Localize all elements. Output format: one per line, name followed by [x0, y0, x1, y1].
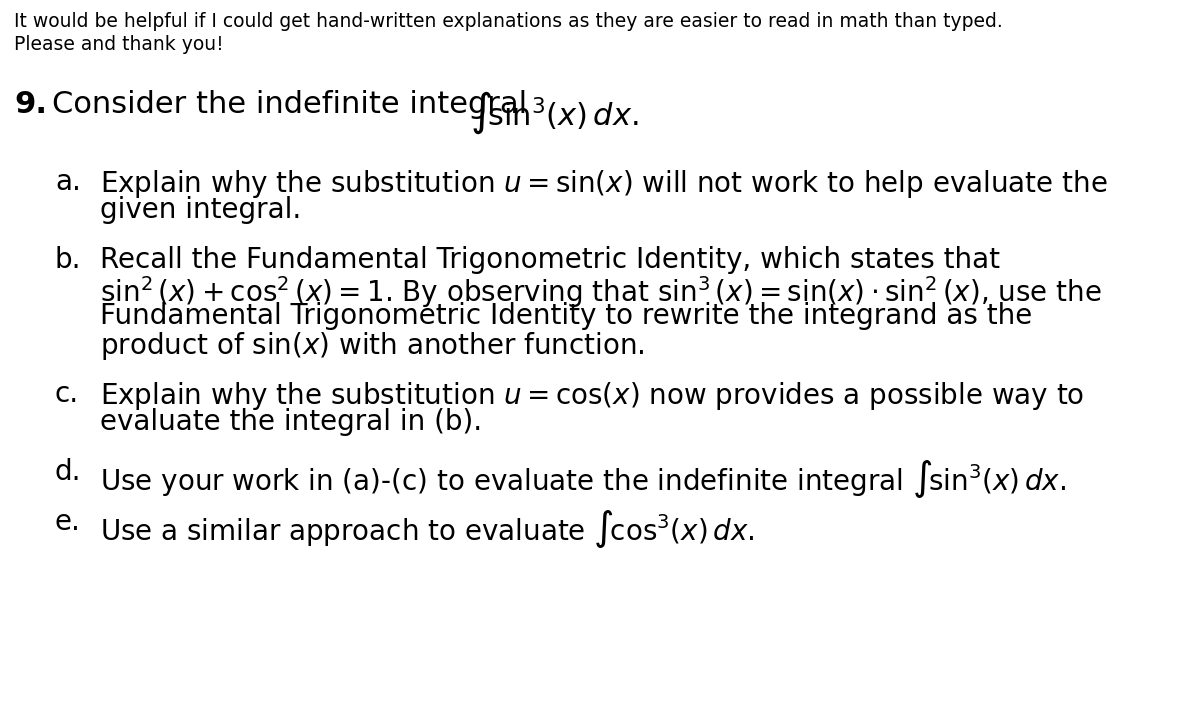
Text: $\sin^2(x) + \cos^2(x) = 1$. By observing that $\sin^3(x) = \sin(x) \cdot \sin^2: $\sin^2(x) + \cos^2(x) = 1$. By observin… [100, 274, 1102, 310]
Text: Use your work in (a)-(c) to evaluate the indefinite integral $\int \!\sin^3\!(x): Use your work in (a)-(c) to evaluate the… [100, 458, 1066, 500]
Text: product of $\sin(x)$ with another function.: product of $\sin(x)$ with another functi… [100, 330, 644, 362]
Text: Explain why the substitution $u = \cos(x)$ now provides a possible way to: Explain why the substitution $u = \cos(x… [100, 380, 1085, 412]
Text: Please and thank you!: Please and thank you! [14, 35, 223, 54]
Text: Consider the indefinite integral: Consider the indefinite integral [52, 90, 527, 119]
Text: Explain why the substitution $u = \sin(x)$ will not work to help evaluate the: Explain why the substitution $u = \sin(x… [100, 168, 1108, 200]
Text: It would be helpful if I could get hand-written explanations as they are easier : It would be helpful if I could get hand-… [14, 12, 1003, 31]
Text: evaluate the integral in (b).: evaluate the integral in (b). [100, 408, 482, 436]
Text: Use a similar approach to evaluate $\int \!\cos^3\!(x)\, dx$.: Use a similar approach to evaluate $\int… [100, 508, 755, 550]
Text: a.: a. [55, 168, 80, 196]
Text: b.: b. [55, 246, 82, 274]
Text: Fundamental Trigonometric Identity to rewrite the integrand as the: Fundamental Trigonometric Identity to re… [100, 302, 1032, 330]
Text: Recall the Fundamental Trigonometric Identity, which states that: Recall the Fundamental Trigonometric Ide… [100, 246, 1000, 274]
Text: d.: d. [55, 458, 82, 486]
Text: given integral.: given integral. [100, 196, 301, 224]
Text: 9.: 9. [14, 90, 47, 119]
Text: e.: e. [55, 508, 80, 536]
Text: c.: c. [55, 380, 79, 408]
Text: $\int \!\sin^3\!(x)\, dx$.: $\int \!\sin^3\!(x)\, dx$. [470, 90, 638, 137]
